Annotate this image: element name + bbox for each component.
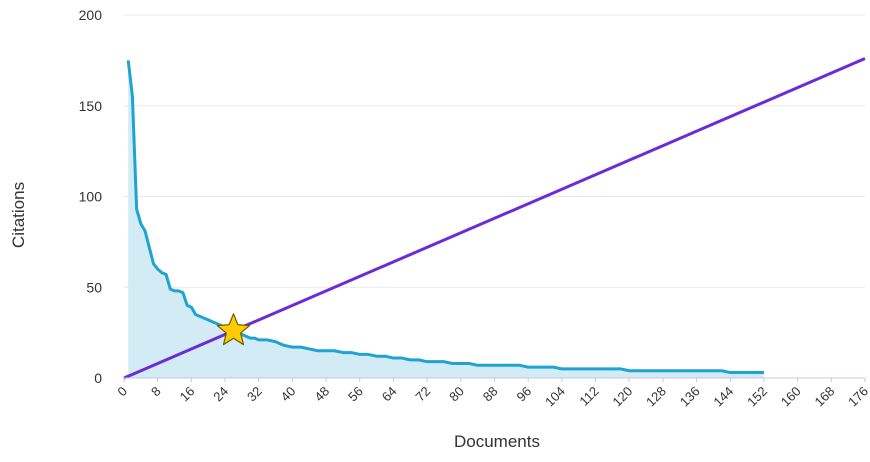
citations-line xyxy=(126,60,764,375)
x-tick-label: 88 xyxy=(480,384,501,405)
star-icon xyxy=(216,313,251,346)
diagonal-line xyxy=(123,57,866,380)
x-tick-label: 152 xyxy=(744,384,770,410)
x-tick-label: 56 xyxy=(345,384,366,405)
x-tick-label: 72 xyxy=(412,384,433,405)
x-tick-label: 80 xyxy=(446,384,467,405)
x-tick-label: 112 xyxy=(576,384,601,409)
y-tick-label: 100 xyxy=(79,189,103,205)
x-tick-label: 32 xyxy=(244,384,265,405)
x-tick-label: 24 xyxy=(210,384,231,405)
grid-layer xyxy=(124,14,865,288)
x-tick-label: 136 xyxy=(677,384,703,410)
x-axis-label: Documents xyxy=(454,432,540,451)
x-tick-label: 40 xyxy=(278,384,299,405)
citations-area-fill xyxy=(128,60,764,378)
x-tick-label: 168 xyxy=(811,384,837,410)
x-tick-label: 104 xyxy=(542,384,568,410)
y-tick-label: 0 xyxy=(94,370,102,386)
x-tick-label: 120 xyxy=(609,384,635,410)
x-tick-label: 128 xyxy=(643,384,669,410)
y-tick-label: 50 xyxy=(86,279,102,295)
x-tick-label: 0 xyxy=(114,384,130,400)
y-tick-label: 150 xyxy=(79,98,103,114)
x-tick-label: 48 xyxy=(311,384,332,405)
x-tick-label: 96 xyxy=(513,384,534,405)
x-tick-label: 176 xyxy=(845,384,870,410)
data-layer xyxy=(123,57,866,380)
x-tick-label: 8 xyxy=(148,384,164,400)
x-tick-label: 16 xyxy=(177,384,198,405)
y-tick-label: 200 xyxy=(79,7,103,23)
y-axis-label: Citations xyxy=(9,182,28,248)
x-tick-label: 64 xyxy=(379,384,400,405)
x-tick-label: 144 xyxy=(710,384,736,410)
x-tick-label: 160 xyxy=(778,384,804,410)
